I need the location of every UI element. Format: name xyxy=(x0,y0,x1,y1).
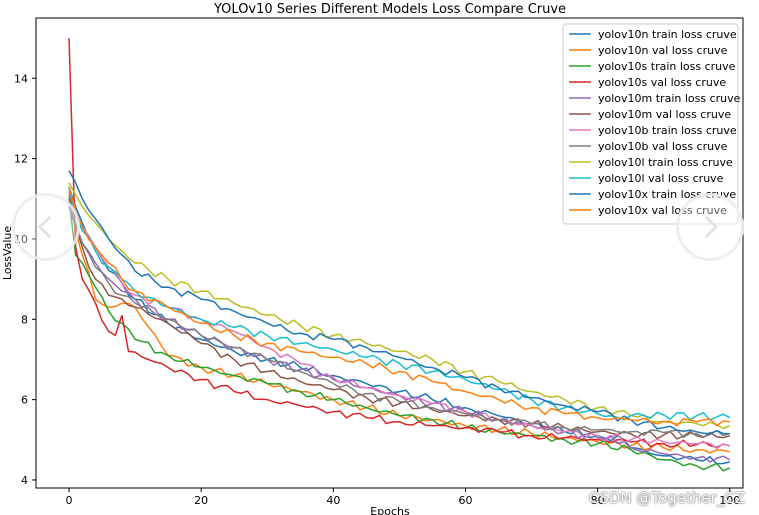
series-line xyxy=(68,198,731,472)
legend-entry: yolov10b val loss cruve xyxy=(598,140,728,153)
legend-entry: yolov10l train loss cruve xyxy=(598,156,733,169)
legend-entry: yolov10b train loss cruve xyxy=(598,124,737,137)
series-lines xyxy=(68,38,731,472)
legend-entry: yolov10s val loss cruve xyxy=(598,76,726,89)
watermark: CSDN @Together_CZ xyxy=(588,489,745,507)
series-line xyxy=(68,202,731,450)
legend-entry: yolov10m val loss cruve xyxy=(598,108,731,121)
x-tick-label: 20 xyxy=(194,494,208,507)
series-line xyxy=(68,186,730,427)
legend-entry: yolov10m train loss cruve xyxy=(598,92,741,105)
chevron-right-icon xyxy=(704,215,719,239)
series-line xyxy=(68,182,731,430)
series-line xyxy=(68,190,730,440)
legend-entry: yolov10n train loss cruve xyxy=(598,28,737,41)
y-tick-label: 4 xyxy=(21,474,28,487)
x-tick-label: 0 xyxy=(66,494,73,507)
x-tick-label: 40 xyxy=(326,494,340,507)
legend-box xyxy=(562,23,739,225)
y-tick-label: 12 xyxy=(14,153,28,166)
chart-title: YOLOv10 Series Different Models Loss Com… xyxy=(213,2,566,17)
x-tick-label: 60 xyxy=(458,494,472,507)
previous-image-button[interactable] xyxy=(12,193,80,261)
y-tick-label: 14 xyxy=(14,72,28,85)
series-line xyxy=(68,170,730,435)
series-line xyxy=(68,38,730,449)
legend-entry: yolov10s train loss cruve xyxy=(598,60,736,73)
y-tick-label: 8 xyxy=(21,313,28,326)
x-axis-label: Epochs xyxy=(370,505,410,515)
next-image-button[interactable] xyxy=(676,193,744,261)
legend-entry: yolov10l val loss cruve xyxy=(598,172,724,185)
chevron-left-icon xyxy=(37,215,52,239)
y-axis-label: LossValue xyxy=(1,226,14,281)
y-tick-label: 6 xyxy=(21,394,28,407)
legend-entry: yolov10n val loss cruve xyxy=(598,44,728,57)
series-line xyxy=(68,198,730,439)
x-tick-label: 80 xyxy=(591,494,605,507)
x-tick-label: 100 xyxy=(719,494,740,507)
